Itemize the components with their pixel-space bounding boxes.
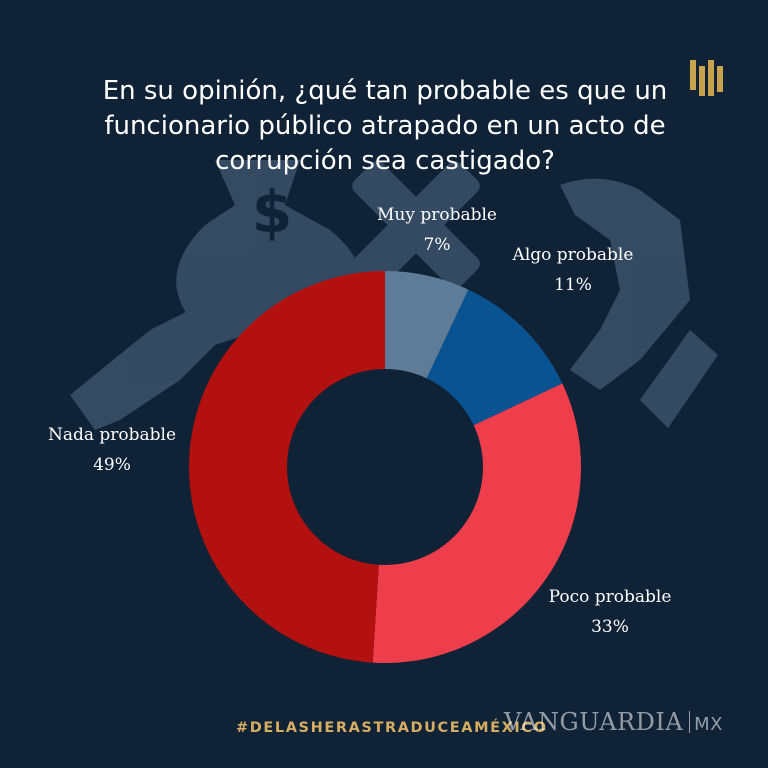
slice-category-label: Poco probable (549, 587, 672, 607)
slice-value-label: 49% (93, 455, 131, 475)
slice-value-label: 33% (591, 617, 629, 637)
pie-slice-nada-probable (189, 271, 385, 663)
hand-icon (560, 178, 718, 428)
hashtag: #DELASHERASTRADUCEAMÉXICO (236, 720, 548, 736)
pie-slice-algo-probable (426, 289, 563, 426)
chart-title: En su opinión, ¿qué tan probable es que … (102, 76, 668, 176)
slice-category-label: Nada probable (48, 425, 176, 445)
slice-value-label: 7% (424, 235, 451, 255)
pie-slice-poco-probable (372, 383, 582, 663)
pie-slice-muy-probable (385, 271, 469, 379)
slice-category-label: Algo probable (512, 245, 634, 265)
logo-icon (690, 60, 723, 96)
brand-suffix: MX (694, 714, 724, 735)
slice-value-label: 11% (554, 275, 592, 295)
brand-name: VANGUARDIA (504, 708, 684, 736)
svg-text:$: $ (252, 178, 292, 246)
slice-category-label: Muy probable (377, 205, 497, 225)
hand-icon (70, 300, 260, 430)
cross-icon (352, 161, 480, 289)
brand-wordmark: VANGUARDIA MX (504, 708, 723, 736)
